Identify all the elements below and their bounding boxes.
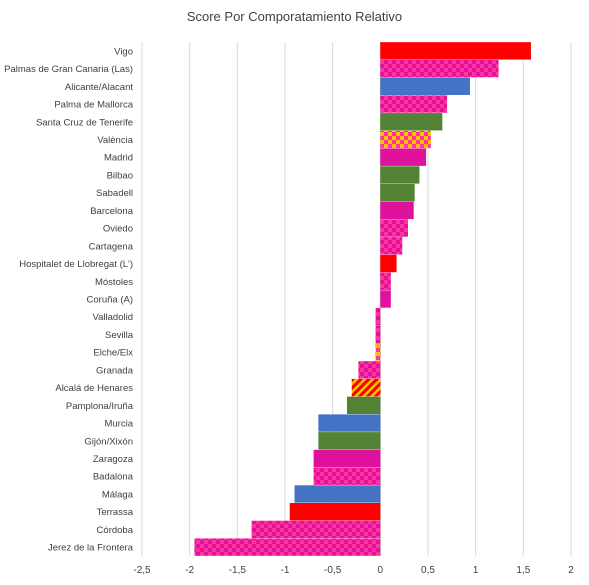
category-label: Sabadell bbox=[96, 188, 133, 199]
x-tick-label: -0,5 bbox=[324, 565, 342, 576]
bar bbox=[318, 432, 381, 450]
x-tick-label: 0 bbox=[378, 565, 384, 576]
bar bbox=[289, 503, 381, 521]
x-tick-label: -1,5 bbox=[229, 565, 247, 576]
category-label: Granada bbox=[96, 365, 134, 376]
bar bbox=[251, 520, 381, 539]
bar bbox=[380, 254, 397, 273]
bar bbox=[380, 166, 420, 184]
x-tick-label: 0,5 bbox=[421, 565, 435, 576]
bar bbox=[380, 77, 470, 95]
category-label: Santa Cruz de Tenerife bbox=[36, 117, 133, 128]
bar bbox=[380, 237, 403, 255]
category-label: Móstoles bbox=[95, 277, 133, 288]
category-label: Madrid bbox=[104, 153, 133, 164]
category-label: Zaragoza bbox=[93, 454, 134, 465]
bar bbox=[375, 308, 381, 326]
x-tick-label: -2 bbox=[185, 565, 194, 576]
category-labels: Vigo Palmas de Gran Canaria (Las) Alicante… bbox=[4, 46, 134, 553]
chart-title: Score Por Comporatamiento Relativo bbox=[186, 9, 403, 24]
bar bbox=[380, 113, 443, 131]
category-label: Hospitalet de Llobregat (L') bbox=[19, 259, 133, 270]
category-label: Gijón/Xixón bbox=[84, 436, 133, 447]
gridlines bbox=[141, 42, 572, 556]
x-tick-label: 1,5 bbox=[516, 565, 530, 576]
category-label: Sevilla bbox=[105, 330, 134, 341]
bar bbox=[380, 183, 415, 202]
bar bbox=[375, 343, 381, 361]
bar bbox=[313, 449, 381, 468]
category-label: Jerez de la Frontera bbox=[48, 543, 134, 554]
bar bbox=[380, 59, 499, 78]
category-label: Málaga bbox=[102, 489, 134, 500]
category-label: Barcelona bbox=[90, 206, 133, 217]
bar bbox=[380, 95, 448, 113]
category-label: Coruña (A) bbox=[87, 295, 133, 306]
category-label: Cartagena bbox=[89, 241, 134, 252]
bar bbox=[375, 325, 381, 344]
bar bbox=[380, 219, 408, 237]
x-tick-label: 2 bbox=[568, 565, 574, 576]
x-tick-label: 1 bbox=[473, 565, 479, 576]
bar bbox=[351, 378, 381, 397]
bar bbox=[380, 290, 391, 308]
bar bbox=[294, 485, 381, 503]
bar bbox=[194, 538, 381, 556]
bar bbox=[318, 414, 381, 432]
category-label: Alcalá de Henares bbox=[55, 383, 133, 394]
category-label: Vigo bbox=[114, 46, 133, 57]
x-tick-labels: -2,5 -2 -1,5 -1 -0,5 0 0,5 1 1,5 2 bbox=[133, 565, 574, 576]
bar bbox=[313, 467, 381, 485]
bar bbox=[380, 201, 414, 220]
bar bbox=[380, 130, 431, 149]
category-label: Oviedo bbox=[103, 224, 133, 235]
category-label: València bbox=[97, 135, 133, 146]
bars bbox=[194, 42, 531, 556]
category-label: Murcia bbox=[104, 419, 133, 430]
category-label: Pamplona/Iruña bbox=[66, 401, 134, 412]
category-label: Córdoba bbox=[97, 525, 134, 536]
bar bbox=[346, 396, 381, 415]
category-label: Palma de Mallorca bbox=[54, 100, 133, 111]
category-label: Palmas de Gran Canaria (Las) bbox=[4, 64, 133, 75]
x-tick-label: -1 bbox=[281, 565, 290, 576]
bar bbox=[380, 148, 427, 166]
category-label: Valladolid bbox=[93, 312, 134, 323]
category-label: Terrassa bbox=[97, 507, 134, 518]
bar bbox=[358, 361, 381, 379]
bar bbox=[380, 272, 391, 290]
x-tick-label: -2,5 bbox=[133, 565, 151, 576]
category-label: Alicante/Alacant bbox=[65, 82, 133, 93]
category-label: Badalona bbox=[93, 472, 134, 483]
bar bbox=[380, 42, 531, 60]
category-label: Elche/Elx bbox=[93, 348, 133, 359]
category-label: Bilbao bbox=[107, 170, 133, 181]
